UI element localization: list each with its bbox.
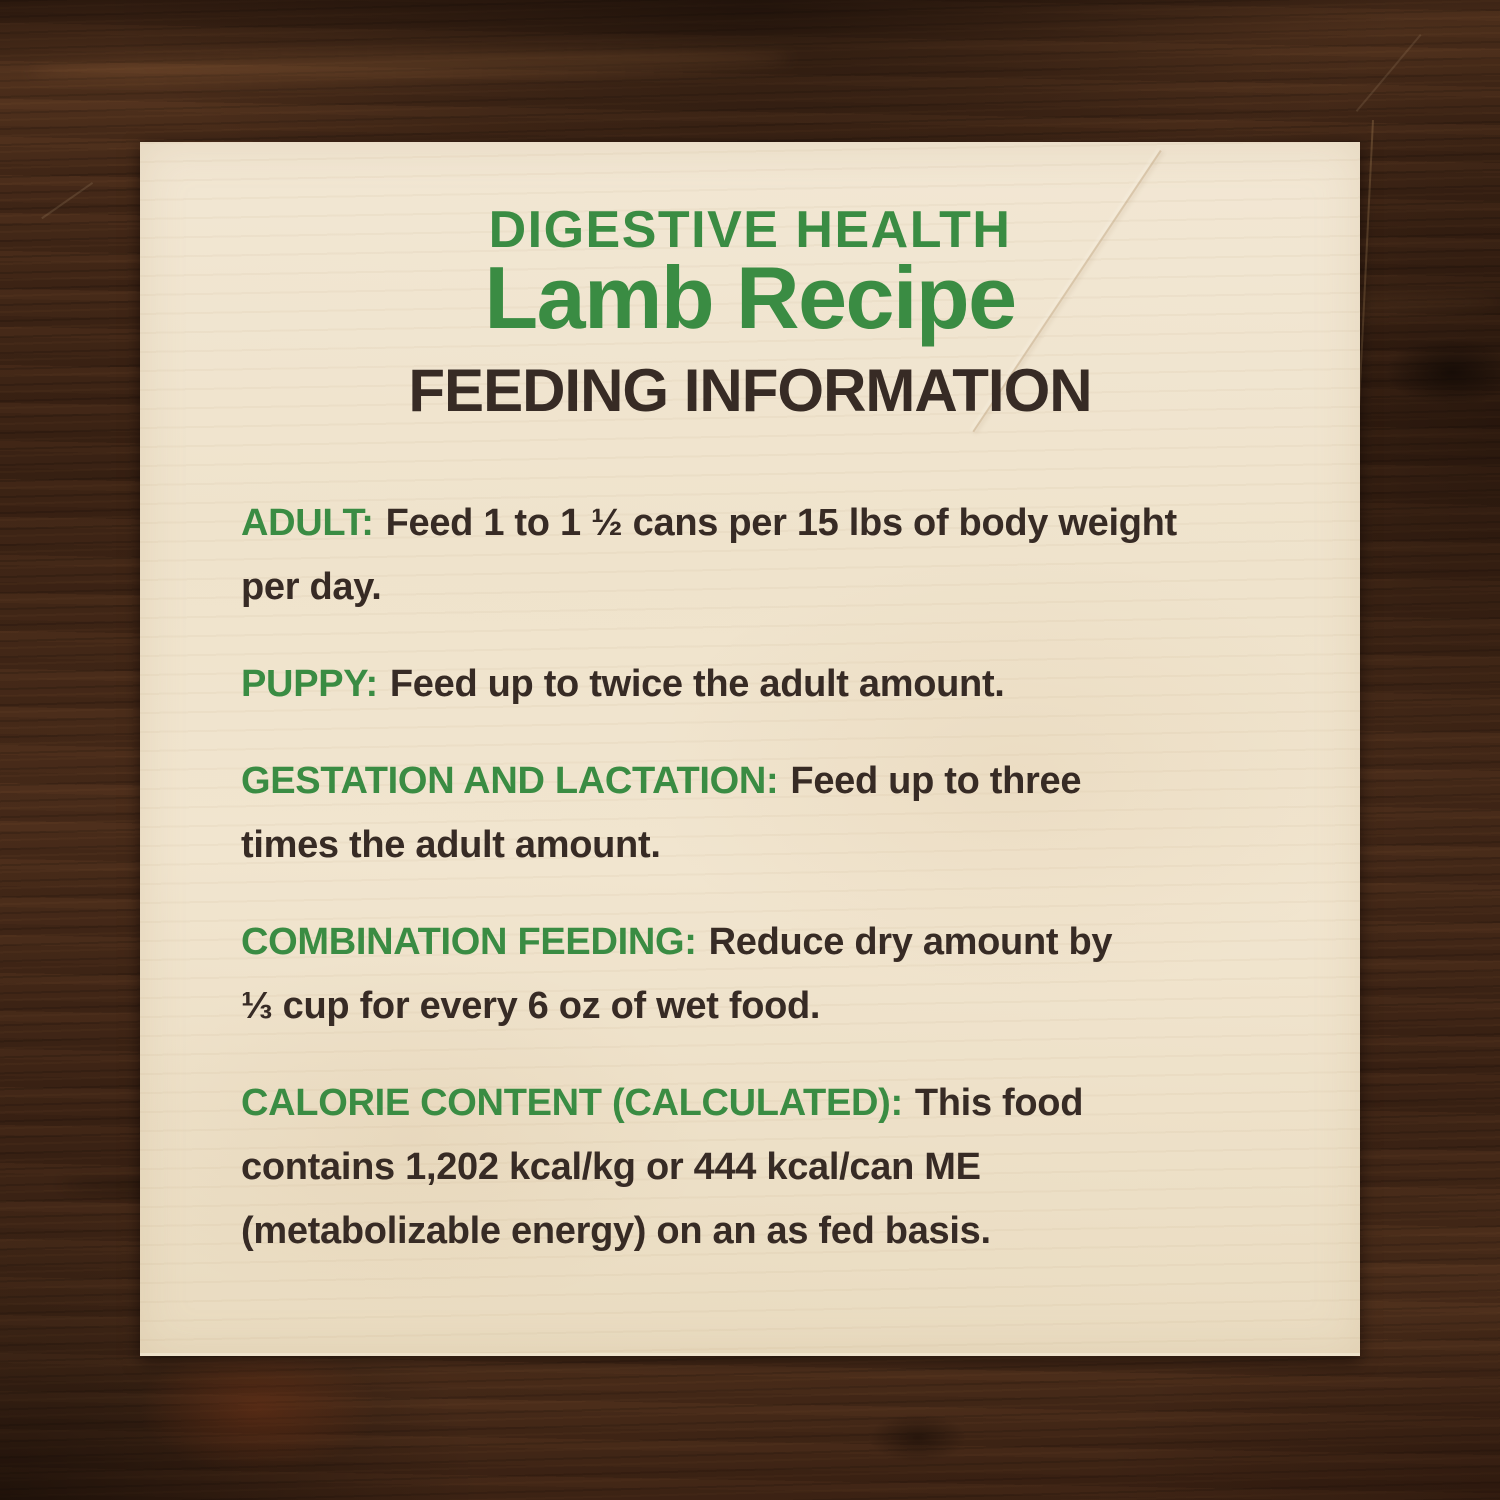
feeding-paragraph-gestation: GESTATION AND LACTATION: Feed up to three… bbox=[241, 749, 1311, 877]
feeding-instructions: ADULT: Feed 1 to 1 ½ cans per 15 lbs of b… bbox=[241, 491, 1311, 1296]
product-line-title: DIGESTIVE HEALTH bbox=[488, 201, 1012, 259]
label-panel: DIGESTIVE HEALTH Lamb Recipe FEEDING INF… bbox=[140, 142, 1360, 1356]
feeding-text: Feed 1 to 1 ½ cans per 15 lbs of body we… bbox=[385, 502, 1178, 544]
feeding-label: PUPPY: bbox=[241, 663, 378, 705]
feeding-information-heading: FEEDING INFORMATION bbox=[408, 357, 1092, 424]
feeding-label: COMBINATION FEEDING: bbox=[241, 921, 697, 963]
feeding-label: GESTATION AND LACTATION: bbox=[241, 760, 779, 802]
feeding-paragraph-puppy: PUPPY: Feed up to twice the adult amount. bbox=[241, 652, 1311, 716]
feeding-text: Feed up to three bbox=[790, 760, 1082, 802]
feeding-paragraph-adult: ADULT: Feed 1 to 1 ½ cans per 15 lbs of b… bbox=[241, 491, 1311, 619]
feeding-text: times the adult amount. bbox=[241, 824, 661, 866]
feeding-paragraph-combination: COMBINATION FEEDING: Reduce dry amount by… bbox=[241, 910, 1311, 1038]
feeding-text: Reduce dry amount by bbox=[708, 921, 1113, 963]
product-name: Lamb Recipe bbox=[484, 248, 1017, 347]
feeding-text: ⅓ cup for every 6 oz of wet food. bbox=[241, 985, 821, 1027]
feeding-paragraph-calorie: CALORIE CONTENT (CALCULATED): This food co… bbox=[241, 1071, 1311, 1263]
feeding-text: This food bbox=[914, 1082, 1084, 1124]
feeding-text: per day. bbox=[241, 566, 382, 608]
feeding-text: (metabolizable energy) on an as fed basi… bbox=[241, 1210, 991, 1252]
feeding-label: ADULT: bbox=[241, 502, 374, 544]
feeding-text: contains 1,202 kcal/kg or 444 kcal/can M… bbox=[241, 1146, 981, 1188]
feeding-text: Feed up to twice the adult amount. bbox=[389, 663, 1005, 705]
feeding-label: CALORIE CONTENT (CALCULATED): bbox=[241, 1082, 903, 1124]
